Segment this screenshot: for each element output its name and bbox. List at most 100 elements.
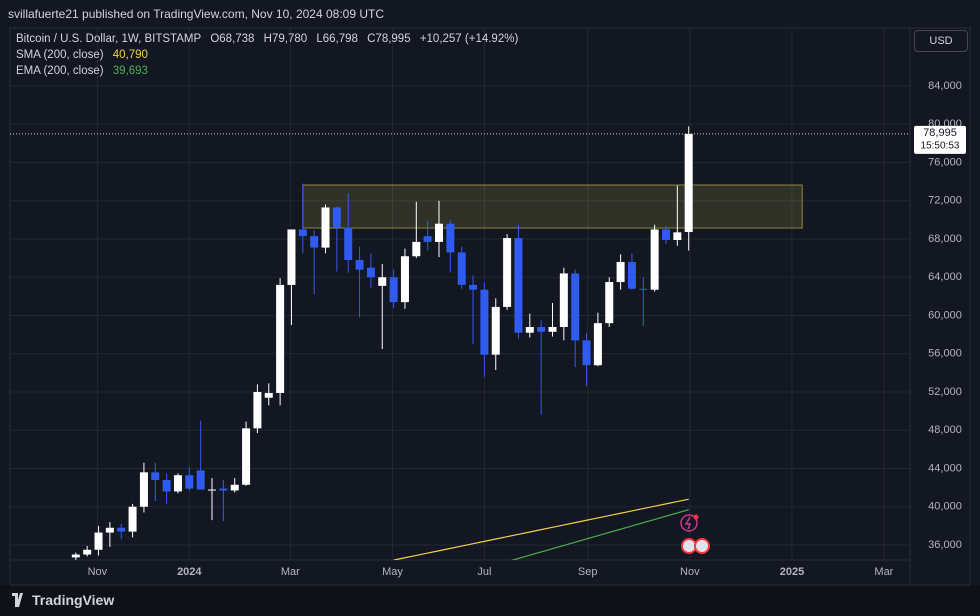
ohlc: O68,738 <box>210 33 255 45</box>
indicator-value: 39,693 <box>112 65 148 77</box>
candle-body <box>117 527 126 532</box>
candle-body <box>105 527 114 533</box>
candle-body <box>344 227 353 261</box>
candle-body <box>276 284 285 393</box>
candle-body <box>242 428 251 485</box>
footer-bar <box>0 585 980 616</box>
x-tick-label: Sep <box>578 566 598 578</box>
candle-body <box>83 549 92 555</box>
candle-body <box>673 232 682 240</box>
ohlc: C78,995 <box>367 33 411 45</box>
candle-body <box>208 489 217 491</box>
candle-body <box>469 284 478 290</box>
candle-body <box>128 506 137 532</box>
candle-body <box>480 289 489 355</box>
y-tick-label: 52,000 <box>928 386 962 398</box>
candle-body <box>151 472 160 480</box>
x-tick-label: May <box>382 566 403 578</box>
frame <box>9 27 971 586</box>
candle-body <box>162 479 171 492</box>
candle-body <box>389 277 398 303</box>
candle-body <box>310 236 319 248</box>
candle-body <box>185 475 194 489</box>
indicator-line <box>393 498 689 560</box>
candle-body <box>355 260 364 270</box>
price-label-box <box>914 125 966 154</box>
x-tick-label: 2024 <box>177 566 202 578</box>
legend-main: Bitcoin / U.S. Dollar, 1W, BITSTAMP O68,… <box>16 33 524 45</box>
y-tick-label: 72,000 <box>928 195 962 207</box>
candle-body <box>537 326 546 332</box>
candle-body <box>582 340 591 366</box>
y-tick-label: 64,000 <box>928 271 962 283</box>
ohlc: L66,798 <box>316 33 358 45</box>
x-tick-label: 2025 <box>780 566 804 578</box>
candle-body <box>412 241 421 257</box>
candle-body <box>400 256 409 303</box>
indicator-line <box>510 509 689 560</box>
candle-body <box>616 261 625 283</box>
zone <box>302 184 803 229</box>
candle-body <box>321 207 330 248</box>
candle-body <box>219 488 228 491</box>
candle-body <box>514 238 523 333</box>
candle-body <box>627 261 636 289</box>
indicator-value: 40,790 <box>112 49 148 61</box>
event-icons <box>680 514 710 554</box>
candle-body <box>264 392 273 398</box>
candle-body <box>593 323 602 366</box>
x-tick-label: Nov <box>680 566 700 578</box>
currency-button[interactable]: USD <box>914 30 968 52</box>
indicator-name: SMA (200, close) <box>16 49 104 61</box>
candle-body <box>366 267 375 278</box>
indicator-name: EMA (200, close) <box>16 65 104 77</box>
y-tick-label: 76,000 <box>928 156 962 168</box>
y-tick-label: 48,000 <box>928 424 962 436</box>
price-label: 78,995 <box>923 127 957 139</box>
candle-body <box>525 326 534 333</box>
candle-body <box>650 229 659 290</box>
candle-body <box>491 306 500 355</box>
candle-body <box>446 223 455 253</box>
x-tick-label: Mar <box>874 566 893 578</box>
candle-body <box>253 392 262 429</box>
change: +10,257 (+14.92%) <box>419 33 519 45</box>
candle-body <box>230 484 239 491</box>
y-tick-label: 40,000 <box>928 501 962 513</box>
candle-body <box>548 326 557 332</box>
y-tick-label: 60,000 <box>928 309 962 321</box>
candle-body <box>94 532 103 550</box>
y-tick-label: 56,000 <box>928 348 962 360</box>
symbol: Bitcoin / U.S. Dollar, 1W, BITSTAMP <box>16 33 202 45</box>
candle-body <box>503 238 512 307</box>
x-tick-label: Jul <box>477 566 491 578</box>
candle-body <box>196 470 205 490</box>
candle-body <box>639 288 648 290</box>
candle-body <box>332 207 341 228</box>
candle-body <box>139 472 148 507</box>
y-tick-label: 44,000 <box>928 462 962 474</box>
countdown: 15:50:53 <box>921 141 960 152</box>
candle-body <box>423 236 432 242</box>
legend-ema: EMA (200, close) 39,693 <box>16 65 154 77</box>
candle-body <box>605 282 614 324</box>
x-tick-label: Nov <box>88 566 108 578</box>
header-bar <box>0 0 980 28</box>
candle-body <box>571 273 580 341</box>
legend-sma: SMA (200, close) 40,790 <box>16 49 154 61</box>
tv-logo <box>12 593 23 607</box>
candle-body <box>661 229 670 240</box>
candle-body <box>298 229 307 237</box>
candle-body <box>684 133 693 232</box>
y-tick-label: 84,000 <box>928 80 962 92</box>
ohlc: H79,780 <box>263 33 308 45</box>
y-tick-label: 68,000 <box>928 233 962 245</box>
publisher: svillafuerte21 published on TradingView.… <box>8 7 385 21</box>
candle-body <box>435 223 444 242</box>
y-tick-label: 36,000 <box>928 539 962 551</box>
candle-body <box>173 475 182 492</box>
x-tick-label: Mar <box>281 566 300 578</box>
candle-body <box>378 277 387 286</box>
